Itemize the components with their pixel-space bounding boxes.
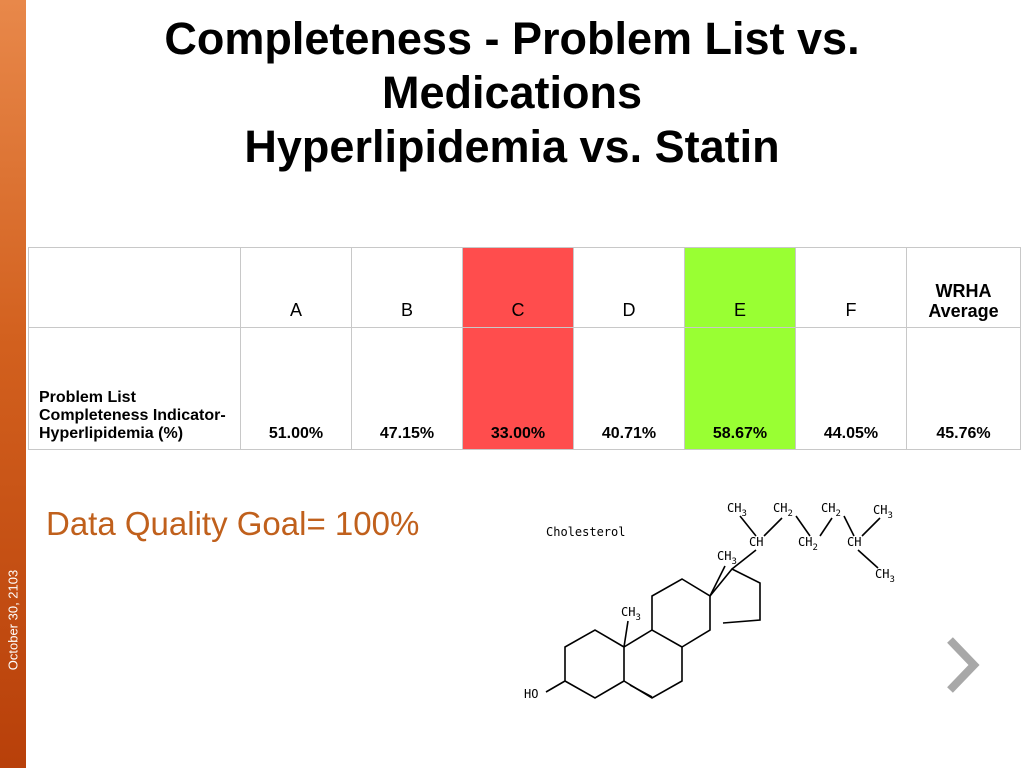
header-cell-b: B [351, 247, 463, 328]
title-line-1: Completeness - Problem List vs. [164, 13, 860, 64]
chain-ch3-top-right: CH3 [873, 503, 893, 521]
value-cell-a: 51.00% [240, 327, 352, 450]
chain-ch3-bottom-right: CH3 [875, 567, 895, 585]
chain-ch2-mid: CH2 [798, 535, 818, 553]
title-line-3: Hyperlipidemia vs. Statin [244, 121, 780, 172]
header-cell-empty [28, 247, 241, 328]
title-line-2: Medications [381, 67, 643, 118]
table-row: Problem List Completeness Indicator-Hype… [28, 327, 1021, 450]
header-cell-wrha: WRHA Average [906, 247, 1021, 328]
chain-ch2-top-2: CH2 [821, 501, 841, 519]
table-header-row: A B C D E F WRHA Average [28, 247, 1021, 328]
hydroxyl-label: HO [524, 687, 538, 701]
chain-ch-2: CH [847, 535, 861, 549]
value-cell-f: 44.05% [795, 327, 907, 450]
slide-date-text: October 30, 2103 [5, 569, 21, 671]
cholesterol-structure-diagram: Cholesterol CH3 CH2 CH2 CH3 CH CH2 CH CH… [524, 501, 895, 701]
value-cell-c: 33.00% [462, 327, 574, 450]
value-cell-e: 58.67% [684, 327, 796, 450]
header-cell-d: D [573, 247, 685, 328]
header-cell-f: F [795, 247, 907, 328]
molecule-bonds [545, 515, 881, 699]
completeness-table: A B C D E F WRHA Average Problem List Co… [28, 247, 1021, 450]
diagram-title: Cholesterol [546, 525, 625, 539]
header-cell-c: C [462, 247, 574, 328]
value-cell-b: 47.15% [351, 327, 463, 450]
slide-title: Completeness - Problem List vs. Medicati… [30, 12, 994, 174]
value-cell-d: 40.71% [573, 327, 685, 450]
data-quality-goal: Data Quality Goal= 100% [46, 505, 420, 542]
side-accent-bar [0, 0, 26, 768]
row-label: Problem List Completeness Indicator-Hype… [28, 327, 241, 450]
chain-ch2-top-1: CH2 [773, 501, 793, 519]
methyl-lower: CH3 [621, 605, 641, 623]
value-cell-wrha: 45.76% [906, 327, 1021, 450]
header-cell-a: A [240, 247, 352, 328]
chain-ch-1: CH [749, 535, 763, 549]
chevron-right-icon[interactable] [936, 632, 986, 698]
header-cell-e: E [684, 247, 796, 328]
methyl-upper: CH3 [717, 549, 737, 567]
slide-date: October 30, 2103 [0, 545, 26, 695]
chain-ch3-top-left: CH3 [727, 501, 747, 519]
